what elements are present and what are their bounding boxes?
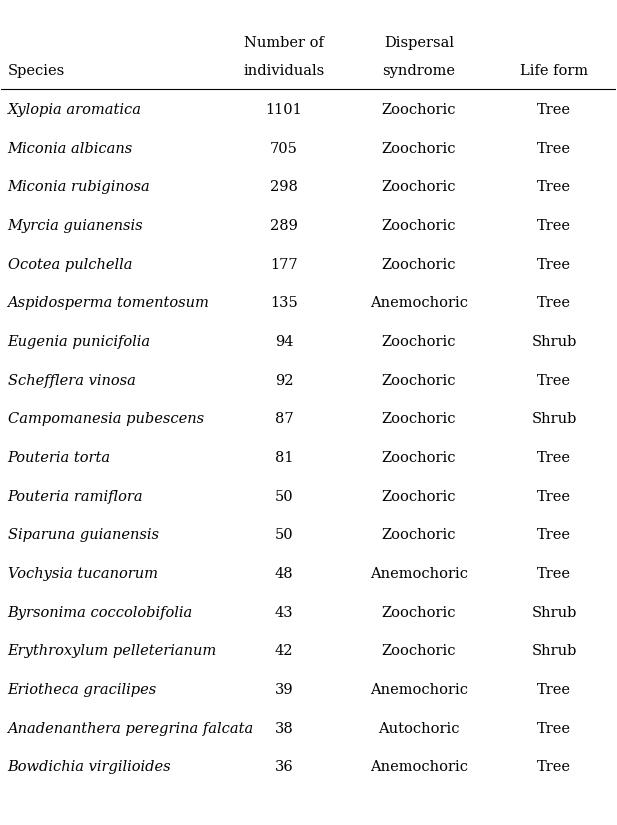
Text: Species: Species xyxy=(7,64,65,78)
Text: Dispersal: Dispersal xyxy=(384,36,454,50)
Text: Campomanesia pubescens: Campomanesia pubescens xyxy=(7,412,204,427)
Text: individuals: individuals xyxy=(243,64,325,78)
Text: Shrub: Shrub xyxy=(531,606,577,620)
Text: Zoochoric: Zoochoric xyxy=(382,644,457,658)
Text: 39: 39 xyxy=(275,683,293,697)
Text: Miconia albicans: Miconia albicans xyxy=(7,142,133,156)
Text: Xylopia aromatica: Xylopia aromatica xyxy=(7,103,141,117)
Text: Anemochoric: Anemochoric xyxy=(370,567,468,581)
Text: Tree: Tree xyxy=(537,528,571,542)
Text: Vochysia tucanorum: Vochysia tucanorum xyxy=(7,567,157,581)
Text: 38: 38 xyxy=(275,722,293,736)
Text: Bowdichia virgilioides: Bowdichia virgilioides xyxy=(7,761,171,775)
Text: Number of: Number of xyxy=(244,36,324,50)
Text: 94: 94 xyxy=(275,335,293,349)
Text: 48: 48 xyxy=(275,567,293,581)
Text: Tree: Tree xyxy=(537,683,571,697)
Text: Myrcia guianensis: Myrcia guianensis xyxy=(7,219,143,233)
Text: Pouteria ramiflora: Pouteria ramiflora xyxy=(7,490,143,503)
Text: 43: 43 xyxy=(275,606,293,620)
Text: Zoochoric: Zoochoric xyxy=(382,103,457,117)
Text: Tree: Tree xyxy=(537,257,571,271)
Text: Tree: Tree xyxy=(537,142,571,156)
Text: Zoochoric: Zoochoric xyxy=(382,606,457,620)
Text: Anemochoric: Anemochoric xyxy=(370,296,468,310)
Text: Zoochoric: Zoochoric xyxy=(382,528,457,542)
Text: Zoochoric: Zoochoric xyxy=(382,181,457,195)
Text: 298: 298 xyxy=(270,181,298,195)
Text: Aspidosperma tomentosum: Aspidosperma tomentosum xyxy=(7,296,209,310)
Text: Zoochoric: Zoochoric xyxy=(382,142,457,156)
Text: Tree: Tree xyxy=(537,181,571,195)
Text: Byrsonima coccolobifolia: Byrsonima coccolobifolia xyxy=(7,606,193,620)
Text: 1101: 1101 xyxy=(265,103,302,117)
Text: 81: 81 xyxy=(275,451,293,465)
Text: Tree: Tree xyxy=(537,103,571,117)
Text: Tree: Tree xyxy=(537,567,571,581)
Text: 705: 705 xyxy=(270,142,298,156)
Text: Life form: Life form xyxy=(520,64,588,78)
Text: 42: 42 xyxy=(275,644,293,658)
Text: Tree: Tree xyxy=(537,219,571,233)
Text: Shrub: Shrub xyxy=(531,412,577,427)
Text: Siparuna guianensis: Siparuna guianensis xyxy=(7,528,159,542)
Text: Tree: Tree xyxy=(537,490,571,503)
Text: 289: 289 xyxy=(270,219,298,233)
Text: Eriotheca gracilipes: Eriotheca gracilipes xyxy=(7,683,157,697)
Text: Eugenia punicifolia: Eugenia punicifolia xyxy=(7,335,151,349)
Text: Tree: Tree xyxy=(537,451,571,465)
Text: Zoochoric: Zoochoric xyxy=(382,335,457,349)
Text: Autochoric: Autochoric xyxy=(378,722,460,736)
Text: 92: 92 xyxy=(275,374,293,388)
Text: syndrome: syndrome xyxy=(383,64,455,78)
Text: Zoochoric: Zoochoric xyxy=(382,451,457,465)
Text: Anemochoric: Anemochoric xyxy=(370,683,468,697)
Text: 135: 135 xyxy=(270,296,298,310)
Text: Zoochoric: Zoochoric xyxy=(382,490,457,503)
Text: Schefflera vinosa: Schefflera vinosa xyxy=(7,374,135,388)
Text: 87: 87 xyxy=(275,412,293,427)
Text: Tree: Tree xyxy=(537,296,571,310)
Text: 36: 36 xyxy=(275,761,293,775)
Text: Shrub: Shrub xyxy=(531,644,577,658)
Text: 50: 50 xyxy=(275,490,293,503)
Text: Shrub: Shrub xyxy=(531,335,577,349)
Text: 177: 177 xyxy=(270,257,298,271)
Text: Zoochoric: Zoochoric xyxy=(382,412,457,427)
Text: Miconia rubiginosa: Miconia rubiginosa xyxy=(7,181,151,195)
Text: Tree: Tree xyxy=(537,761,571,775)
Text: Ocotea pulchella: Ocotea pulchella xyxy=(7,257,132,271)
Text: Zoochoric: Zoochoric xyxy=(382,257,457,271)
Text: Anadenanthera peregrina falcata: Anadenanthera peregrina falcata xyxy=(7,722,254,736)
Text: Erythroxylum pelleterianum: Erythroxylum pelleterianum xyxy=(7,644,217,658)
Text: Zoochoric: Zoochoric xyxy=(382,374,457,388)
Text: Zoochoric: Zoochoric xyxy=(382,219,457,233)
Text: Anemochoric: Anemochoric xyxy=(370,761,468,775)
Text: Tree: Tree xyxy=(537,374,571,388)
Text: 50: 50 xyxy=(275,528,293,542)
Text: Pouteria torta: Pouteria torta xyxy=(7,451,110,465)
Text: Tree: Tree xyxy=(537,722,571,736)
